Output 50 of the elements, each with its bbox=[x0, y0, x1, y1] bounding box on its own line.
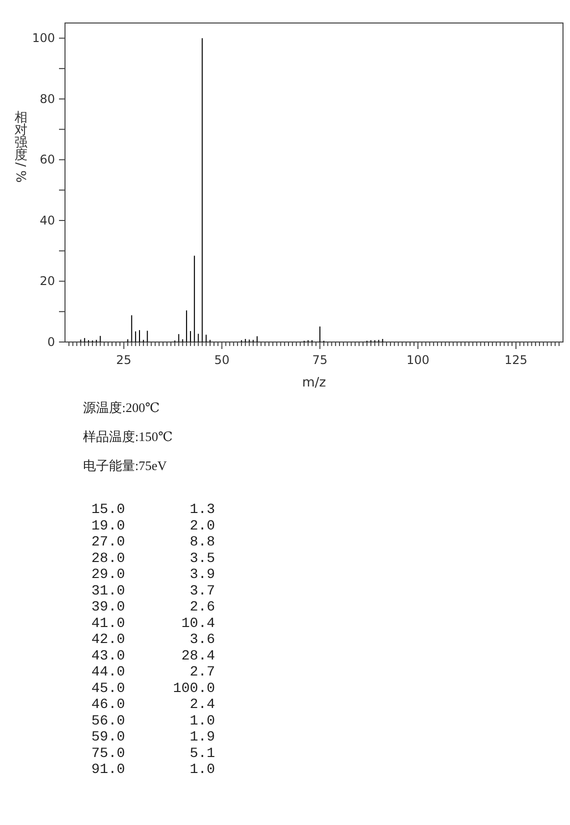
text: 1.0 bbox=[190, 713, 215, 730]
text: 3.6 bbox=[190, 632, 215, 648]
text: 2.7 bbox=[190, 664, 215, 680]
x-axis-title: m/z bbox=[302, 376, 326, 390]
x-tick-label: 125 bbox=[504, 353, 528, 367]
text: 42.0 bbox=[91, 632, 125, 648]
y-tick-label: 80 bbox=[40, 92, 55, 106]
text: 2.0 bbox=[190, 518, 215, 534]
text: 100.0 bbox=[172, 680, 215, 697]
y-tick-label: 20 bbox=[40, 274, 55, 288]
x-tick-label: 25 bbox=[116, 353, 132, 367]
y-tick-label: 40 bbox=[40, 213, 55, 228]
text: 29.0 bbox=[91, 567, 125, 583]
text: 43.0 bbox=[91, 648, 125, 664]
text: 41.0 bbox=[91, 616, 125, 632]
text: 75.0 bbox=[91, 746, 125, 762]
y-tick-label: 60 bbox=[40, 152, 55, 167]
text: 1.0 bbox=[190, 762, 215, 778]
text: 28.0 bbox=[91, 550, 125, 567]
text: 样品温度:150℃ bbox=[83, 429, 173, 444]
text: 1.9 bbox=[190, 730, 215, 746]
text: 1.3 bbox=[190, 502, 215, 518]
text: 电子能量:75eV bbox=[83, 458, 168, 473]
text: 91.0 bbox=[91, 762, 125, 778]
y-tick-label: 0 bbox=[47, 335, 55, 349]
text: 44.0 bbox=[91, 664, 125, 680]
text: 源温度:200℃ bbox=[83, 400, 160, 415]
y-axis-title: 相对强度/% bbox=[12, 110, 28, 183]
text: 8.8 bbox=[190, 534, 215, 550]
text: 3.9 bbox=[190, 567, 215, 583]
text: 19.0 bbox=[91, 518, 125, 534]
text: 5.1 bbox=[190, 746, 215, 762]
text: 10.4 bbox=[181, 616, 215, 632]
text: 27.0 bbox=[91, 534, 125, 550]
text: 15.0 bbox=[91, 502, 125, 518]
x-tick-label: 100 bbox=[406, 353, 430, 367]
text: 56.0 bbox=[91, 713, 125, 730]
text: 31.0 bbox=[91, 583, 125, 600]
text: 59.0 bbox=[91, 730, 125, 746]
y-tick-label: 100 bbox=[32, 31, 55, 46]
text: 2.6 bbox=[190, 600, 215, 616]
text: 3.7 bbox=[190, 583, 215, 600]
text: 46.0 bbox=[91, 697, 125, 713]
text: 2.4 bbox=[190, 697, 215, 713]
x-tick-label: 75 bbox=[312, 353, 328, 367]
text: 28.4 bbox=[181, 648, 215, 664]
text: 45.0 bbox=[91, 680, 125, 697]
text: 3.5 bbox=[190, 550, 215, 567]
x-tick-label: 50 bbox=[214, 353, 230, 367]
text: 39.0 bbox=[91, 600, 125, 616]
